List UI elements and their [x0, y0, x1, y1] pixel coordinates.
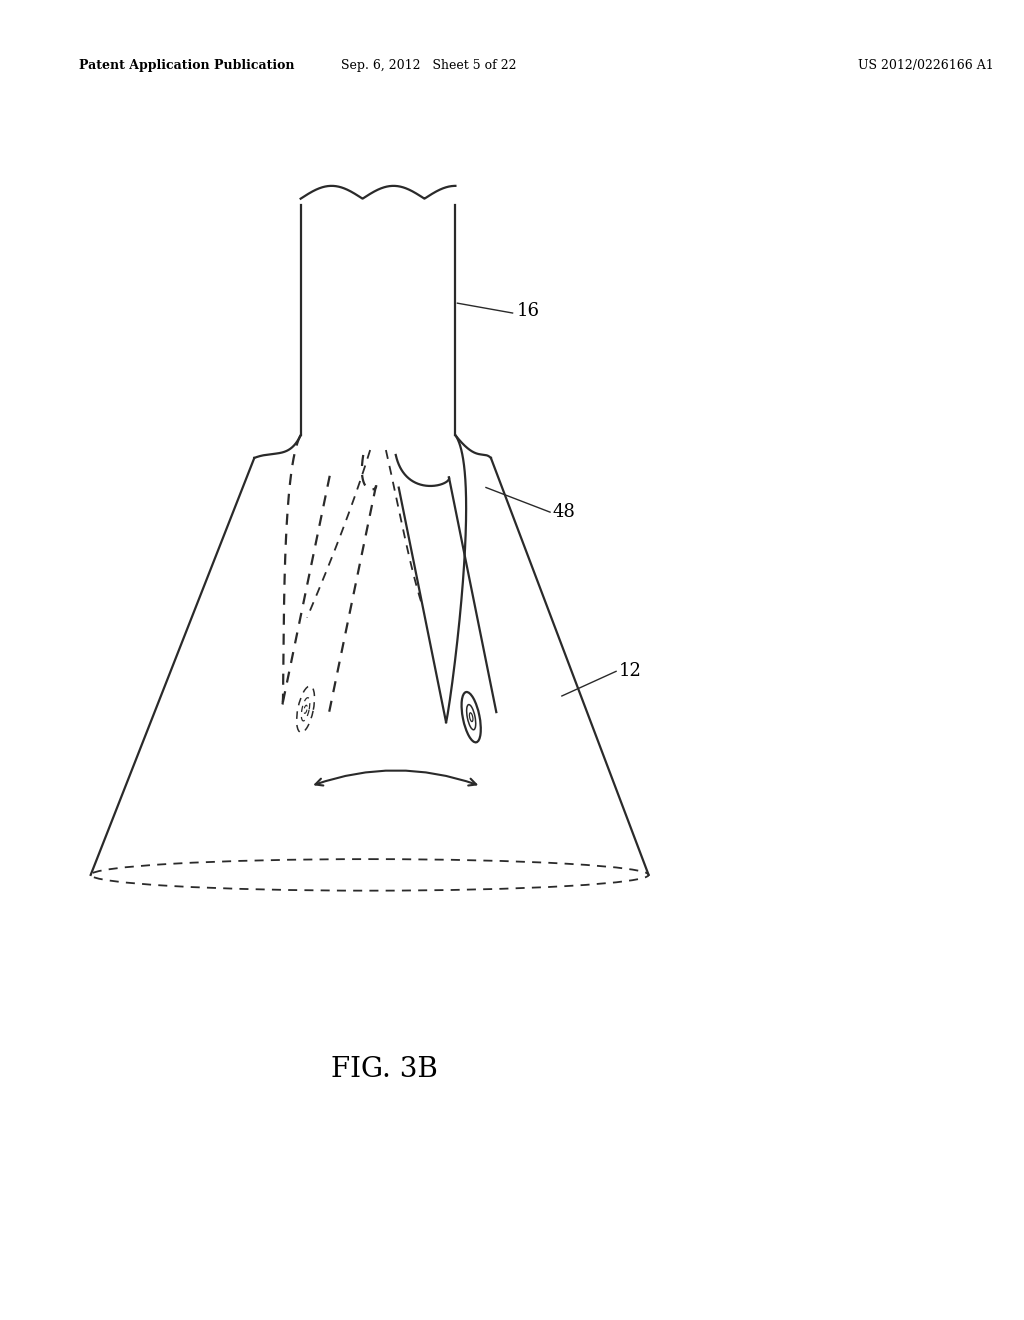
Text: 16: 16	[516, 302, 540, 319]
Text: 12: 12	[620, 663, 642, 680]
Ellipse shape	[297, 686, 314, 733]
Text: Patent Application Publication: Patent Application Publication	[79, 59, 294, 73]
Ellipse shape	[462, 692, 481, 742]
Text: Sep. 6, 2012   Sheet 5 of 22: Sep. 6, 2012 Sheet 5 of 22	[341, 59, 516, 73]
FancyArrowPatch shape	[315, 771, 476, 785]
Text: FIG. 3B: FIG. 3B	[331, 1056, 438, 1082]
Text: US 2012/0226166 A1: US 2012/0226166 A1	[857, 59, 993, 73]
Text: 48: 48	[553, 503, 575, 521]
